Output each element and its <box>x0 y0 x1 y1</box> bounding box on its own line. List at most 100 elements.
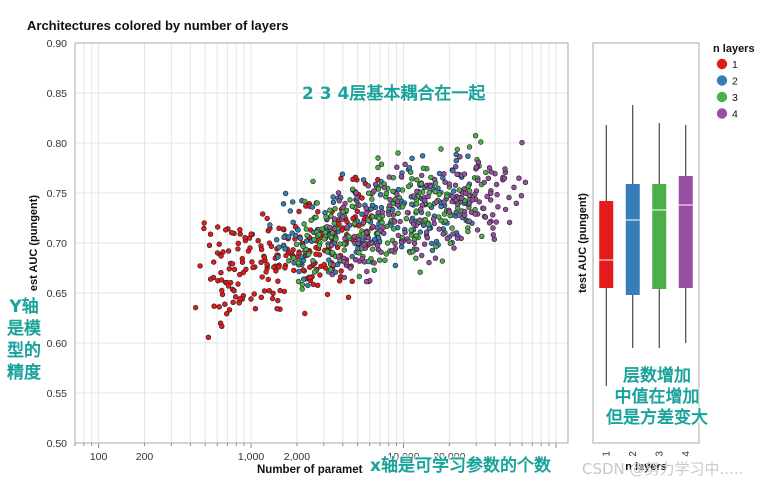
box-y-axis-label: test AUC (pungent) <box>577 193 589 293</box>
data-point-layer-2 <box>450 168 456 174</box>
data-point-layer-4 <box>472 211 478 217</box>
data-point-layer-4 <box>427 183 434 190</box>
data-point-layer-4 <box>397 218 403 225</box>
x-tick-label: 100 <box>90 451 108 463</box>
data-point-layer-4 <box>459 195 465 201</box>
data-point-layer-3 <box>365 217 371 224</box>
data-point-layer-4 <box>423 229 430 235</box>
data-point-layer-3 <box>382 257 388 263</box>
data-point-layer-4 <box>390 212 396 218</box>
data-point-layer-3 <box>390 188 396 195</box>
data-point-layer-4 <box>493 219 499 225</box>
data-point-layer-3 <box>375 230 381 237</box>
data-point-layer-2 <box>369 202 376 209</box>
box-annotation-line-1: 层数增加 <box>623 366 691 386</box>
data-point-layer-1 <box>219 323 225 329</box>
data-point-layer-1 <box>265 276 271 283</box>
data-point-layer-3 <box>302 198 308 205</box>
data-point-layer-3 <box>341 247 347 253</box>
data-point-layer-1 <box>276 264 282 270</box>
data-point-layer-1 <box>313 251 319 257</box>
box-1 <box>599 201 614 288</box>
data-point-layer-3 <box>417 269 423 275</box>
y-tick-label: 0.60 <box>47 338 68 350</box>
data-point-layer-4 <box>341 258 347 265</box>
x-tick-label: 200 <box>136 451 154 463</box>
data-point-layer-2 <box>435 185 441 191</box>
box-x-axis-label: n layers <box>625 461 667 473</box>
data-point-layer-4 <box>436 226 442 232</box>
data-point-layer-3 <box>310 258 316 264</box>
data-point-layer-3 <box>327 207 333 213</box>
data-point-layer-4 <box>522 179 529 186</box>
data-point-layer-3 <box>356 273 362 280</box>
data-point-layer-1 <box>245 248 252 254</box>
y-tick-label: 0.85 <box>47 88 68 100</box>
data-point-layer-2 <box>275 254 281 260</box>
data-point-layer-4 <box>461 186 468 192</box>
data-point-layer-3 <box>286 258 292 264</box>
data-point-layer-4 <box>456 212 462 218</box>
data-point-layer-2 <box>286 234 292 240</box>
data-point-layer-3 <box>436 191 442 198</box>
data-point-layer-4 <box>351 233 357 240</box>
data-point-layer-1 <box>345 294 352 300</box>
box-annotation: 层数增加 中值在增加 但是方差变大 <box>606 366 708 429</box>
data-point-layer-4 <box>365 183 371 189</box>
data-point-layer-4 <box>411 240 418 247</box>
data-point-layer-4 <box>486 165 493 171</box>
data-point-layer-1 <box>215 224 221 230</box>
data-point-layer-1 <box>321 261 327 268</box>
data-point-layer-2 <box>409 201 415 207</box>
data-point-layer-4 <box>404 209 411 216</box>
data-point-layer-4 <box>462 212 468 219</box>
data-point-layer-4 <box>481 179 487 186</box>
data-point-layer-4 <box>422 198 428 204</box>
data-point-layer-1 <box>223 227 229 233</box>
scatter-frame <box>74 42 569 444</box>
data-point-layer-2 <box>392 262 399 269</box>
data-point-layer-3 <box>295 278 302 285</box>
data-point-layer-4 <box>359 255 365 262</box>
chart-title: Architectures colored by number of layer… <box>27 18 289 33</box>
data-point-layer-1 <box>250 264 256 271</box>
data-point-layer-2 <box>297 235 304 242</box>
data-point-layer-2 <box>296 268 302 275</box>
box-x-tick-label: 4 <box>681 451 692 457</box>
data-point-layer-4 <box>394 164 400 170</box>
data-point-layer-4 <box>466 218 472 224</box>
data-point-layer-4 <box>442 179 448 185</box>
data-point-layer-1 <box>264 261 270 268</box>
data-point-layer-4 <box>446 209 453 215</box>
data-point-layer-4 <box>363 210 369 216</box>
data-point-layer-1 <box>258 294 264 300</box>
data-point-layer-3 <box>321 236 327 242</box>
data-point-layer-4 <box>327 224 333 231</box>
data-point-layer-3 <box>426 202 433 208</box>
data-point-layer-4 <box>335 254 342 260</box>
data-point-layer-2 <box>330 199 337 206</box>
data-point-layer-3 <box>483 169 489 176</box>
scatter-y-axis-label: est AUC (pungent) <box>28 195 40 291</box>
data-point-layer-3 <box>311 269 318 275</box>
data-point-layer-1 <box>338 268 344 274</box>
data-point-layer-2 <box>267 222 273 228</box>
data-point-layer-3 <box>425 211 431 217</box>
data-point-layer-3 <box>316 242 322 249</box>
data-point-layer-2 <box>409 155 415 162</box>
data-point-layer-4 <box>378 249 384 255</box>
data-point-layer-4 <box>421 241 428 247</box>
data-point-layer-3 <box>337 241 343 247</box>
data-point-layer-4 <box>440 231 446 237</box>
data-point-layer-4 <box>371 188 377 194</box>
data-point-layer-4 <box>432 255 439 261</box>
data-point-layer-3 <box>332 206 338 212</box>
data-point-layer-2 <box>375 235 382 241</box>
data-point-layer-1 <box>359 195 365 201</box>
data-point-layer-3 <box>413 233 419 239</box>
data-point-layer-3 <box>456 187 463 193</box>
data-point-layer-4 <box>506 219 513 226</box>
data-point-layer-1 <box>282 265 288 271</box>
data-point-layer-4 <box>461 171 468 177</box>
data-point-layer-1 <box>229 261 236 267</box>
